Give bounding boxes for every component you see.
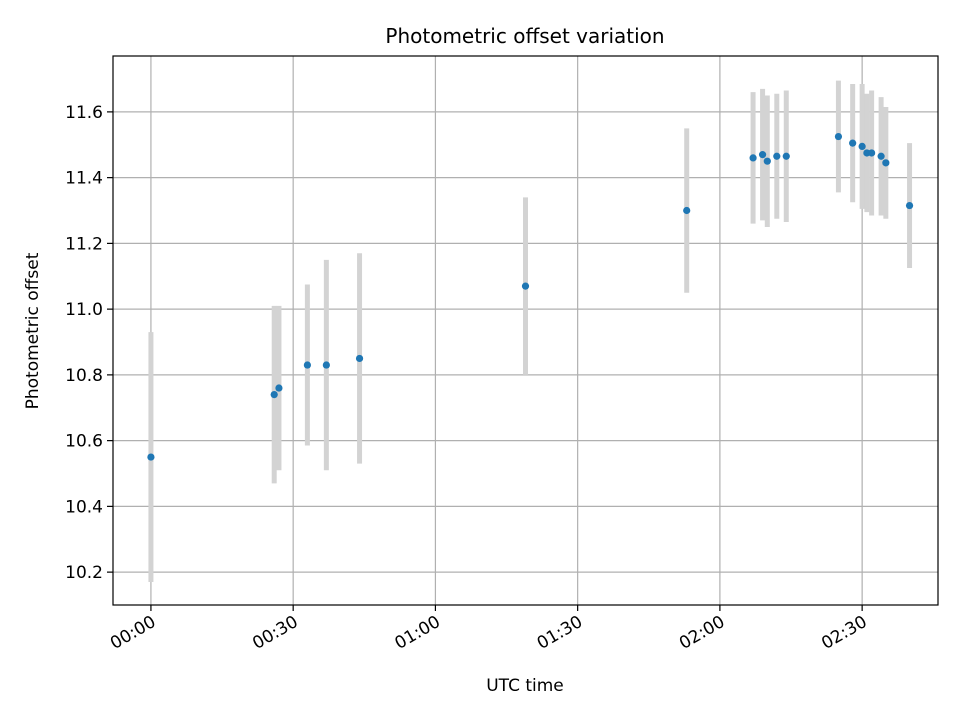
- y-tick-label: 11.0: [65, 300, 103, 320]
- y-tick-label: 10.4: [65, 497, 103, 517]
- x-tick-label: 00:00: [107, 612, 159, 654]
- y-tick-label: 10.2: [65, 563, 103, 583]
- x-tick-label: 02:30: [818, 612, 870, 654]
- data-point: [355, 354, 364, 363]
- x-axis-ticks: 00:00 00:30 01:00 01:30 02:00 02:30: [107, 605, 871, 654]
- data-point: [749, 154, 757, 162]
- x-axis-title: UTC time: [486, 676, 564, 696]
- data-point: [782, 152, 790, 160]
- data-point: [868, 149, 876, 157]
- y-axis-title: Photometric offset: [23, 252, 43, 409]
- data-point: [858, 142, 866, 151]
- grid: [113, 56, 938, 605]
- y-tick-label: 10.6: [65, 432, 103, 452]
- x-tick-label: 00:30: [249, 612, 301, 654]
- x-tick-label: 02:00: [676, 612, 728, 654]
- y-tick-label: 11.2: [65, 234, 103, 254]
- x-tick-label: 01:00: [391, 612, 443, 654]
- data-point: [758, 151, 767, 159]
- data-point: [322, 361, 330, 369]
- chart-title: Photometric offset variation: [385, 24, 664, 48]
- data-point: [683, 206, 691, 215]
- data-points: [147, 132, 914, 461]
- y-tick-label: 10.8: [65, 366, 103, 386]
- data-point: [275, 384, 283, 392]
- y-tick-label: 11.6: [65, 103, 103, 123]
- data-point: [773, 152, 781, 160]
- data-point: [849, 139, 857, 147]
- y-tick-label: 11.4: [65, 169, 103, 189]
- data-point: [147, 453, 155, 461]
- data-point: [882, 159, 890, 167]
- x-tick-label: 01:30: [534, 612, 586, 654]
- data-point: [270, 391, 278, 399]
- data-point: [834, 132, 843, 141]
- data-point: [877, 152, 885, 160]
- data-point: [763, 157, 771, 165]
- data-point: [905, 201, 914, 210]
- data-point: [303, 361, 311, 369]
- plot-frame: [112, 55, 939, 606]
- data-point: [521, 282, 530, 290]
- y-axis-ticks: 10.2 10.4 10.6 10.8 11.0 11.2 11.4 11.6: [65, 103, 113, 583]
